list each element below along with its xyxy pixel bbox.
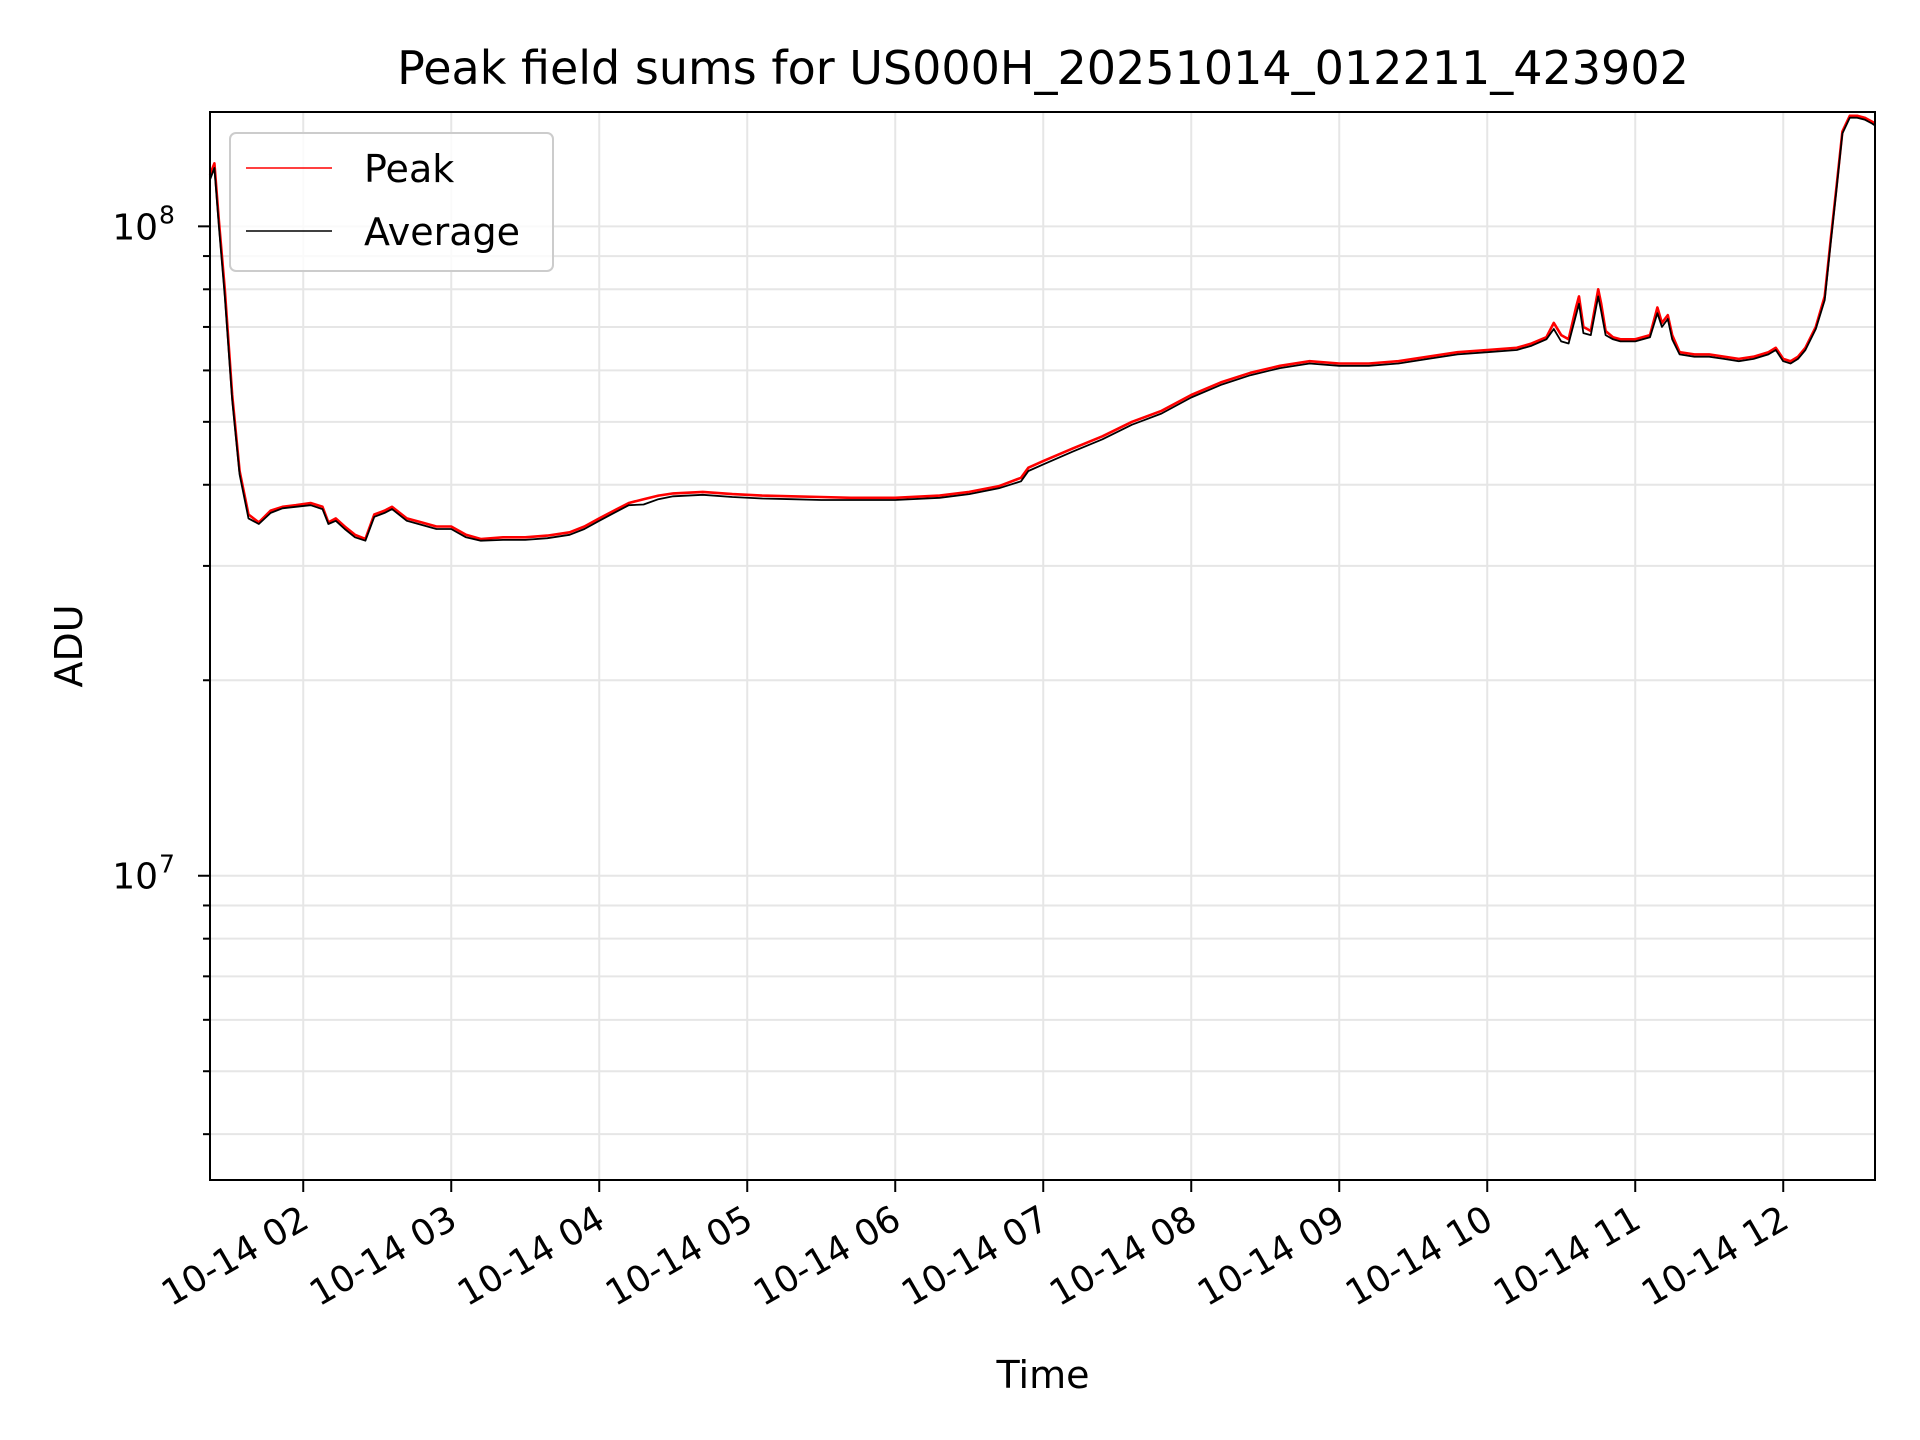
x-axis-label: Time: [996, 1353, 1090, 1397]
series-line-average: [209, 116, 1876, 542]
legend-label-average: Average: [364, 210, 520, 254]
y-axis-label: ADU: [47, 604, 91, 687]
legend-label-peak: Peak: [364, 147, 454, 191]
y-tick-label-base: 10: [112, 207, 158, 248]
grid-lines: [210, 112, 1875, 1180]
y-tick-label-exponent: 8: [159, 200, 175, 229]
legend: Peak Average: [229, 132, 554, 272]
series-lines: [208, 114, 1876, 542]
series-line-peak: [208, 114, 1876, 541]
chart-title: Peak field sums for US000H_20251014_0122…: [397, 41, 1689, 95]
y-tick-label-base: 10: [112, 857, 158, 898]
y-tick-label-exponent: 7: [159, 850, 175, 879]
